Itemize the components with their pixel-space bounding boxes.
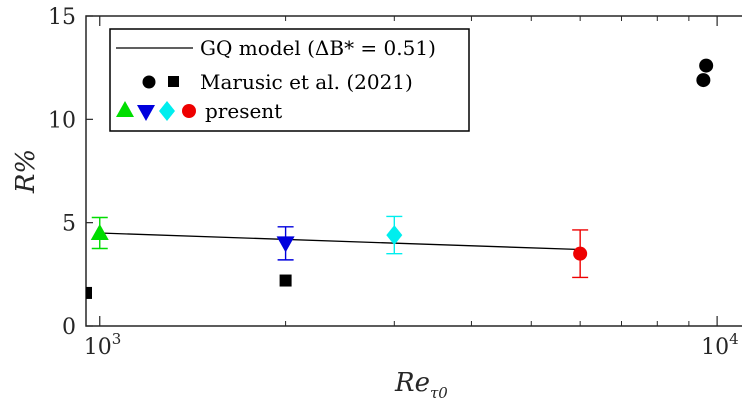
legend: GQ model (ΔB* = 0.51) Marusic et al. (20… (109, 28, 470, 132)
square-marker (279, 274, 292, 287)
circle-marker (696, 73, 711, 88)
circle-marker (573, 246, 588, 261)
legend-triangle-up-marker (116, 101, 134, 117)
legend-triangle-down-marker (137, 105, 155, 121)
ticks: 0 5 10 15 103 104 (48, 5, 739, 360)
legend-entry-0: GQ model (ΔB* = 0.51) (200, 36, 436, 60)
legend-diamond-marker (159, 101, 175, 121)
legend-entry-2: present (205, 99, 282, 123)
circle-marker (699, 58, 714, 73)
triangle-up-marker (90, 224, 109, 240)
x-tick-label: 104 (701, 330, 739, 360)
x-tick-label: 103 (84, 330, 122, 360)
legend-square-marker (168, 76, 179, 87)
triangle-down-marker (276, 236, 295, 253)
diamond-marker (386, 225, 403, 246)
square-marker (86, 286, 92, 299)
y-tick-label: 10 (48, 108, 76, 133)
y-tick-label: 15 (48, 5, 76, 30)
y-axis-label: R% (11, 149, 41, 194)
x-axis-label-subscript: τ0 (430, 384, 448, 402)
y-tick-label: 0 (62, 315, 76, 340)
gq-model-line (99, 232, 581, 251)
plot-frame (85, 15, 742, 327)
series-layer (86, 58, 714, 299)
x-axis-label: Reτ0 (394, 368, 448, 402)
legend-entry-1: Marusic et al. (2021) (200, 70, 413, 94)
y-tick-label: 5 (62, 212, 76, 237)
legend-circle-marker (142, 75, 156, 89)
legend-red-circle-marker (182, 104, 196, 118)
